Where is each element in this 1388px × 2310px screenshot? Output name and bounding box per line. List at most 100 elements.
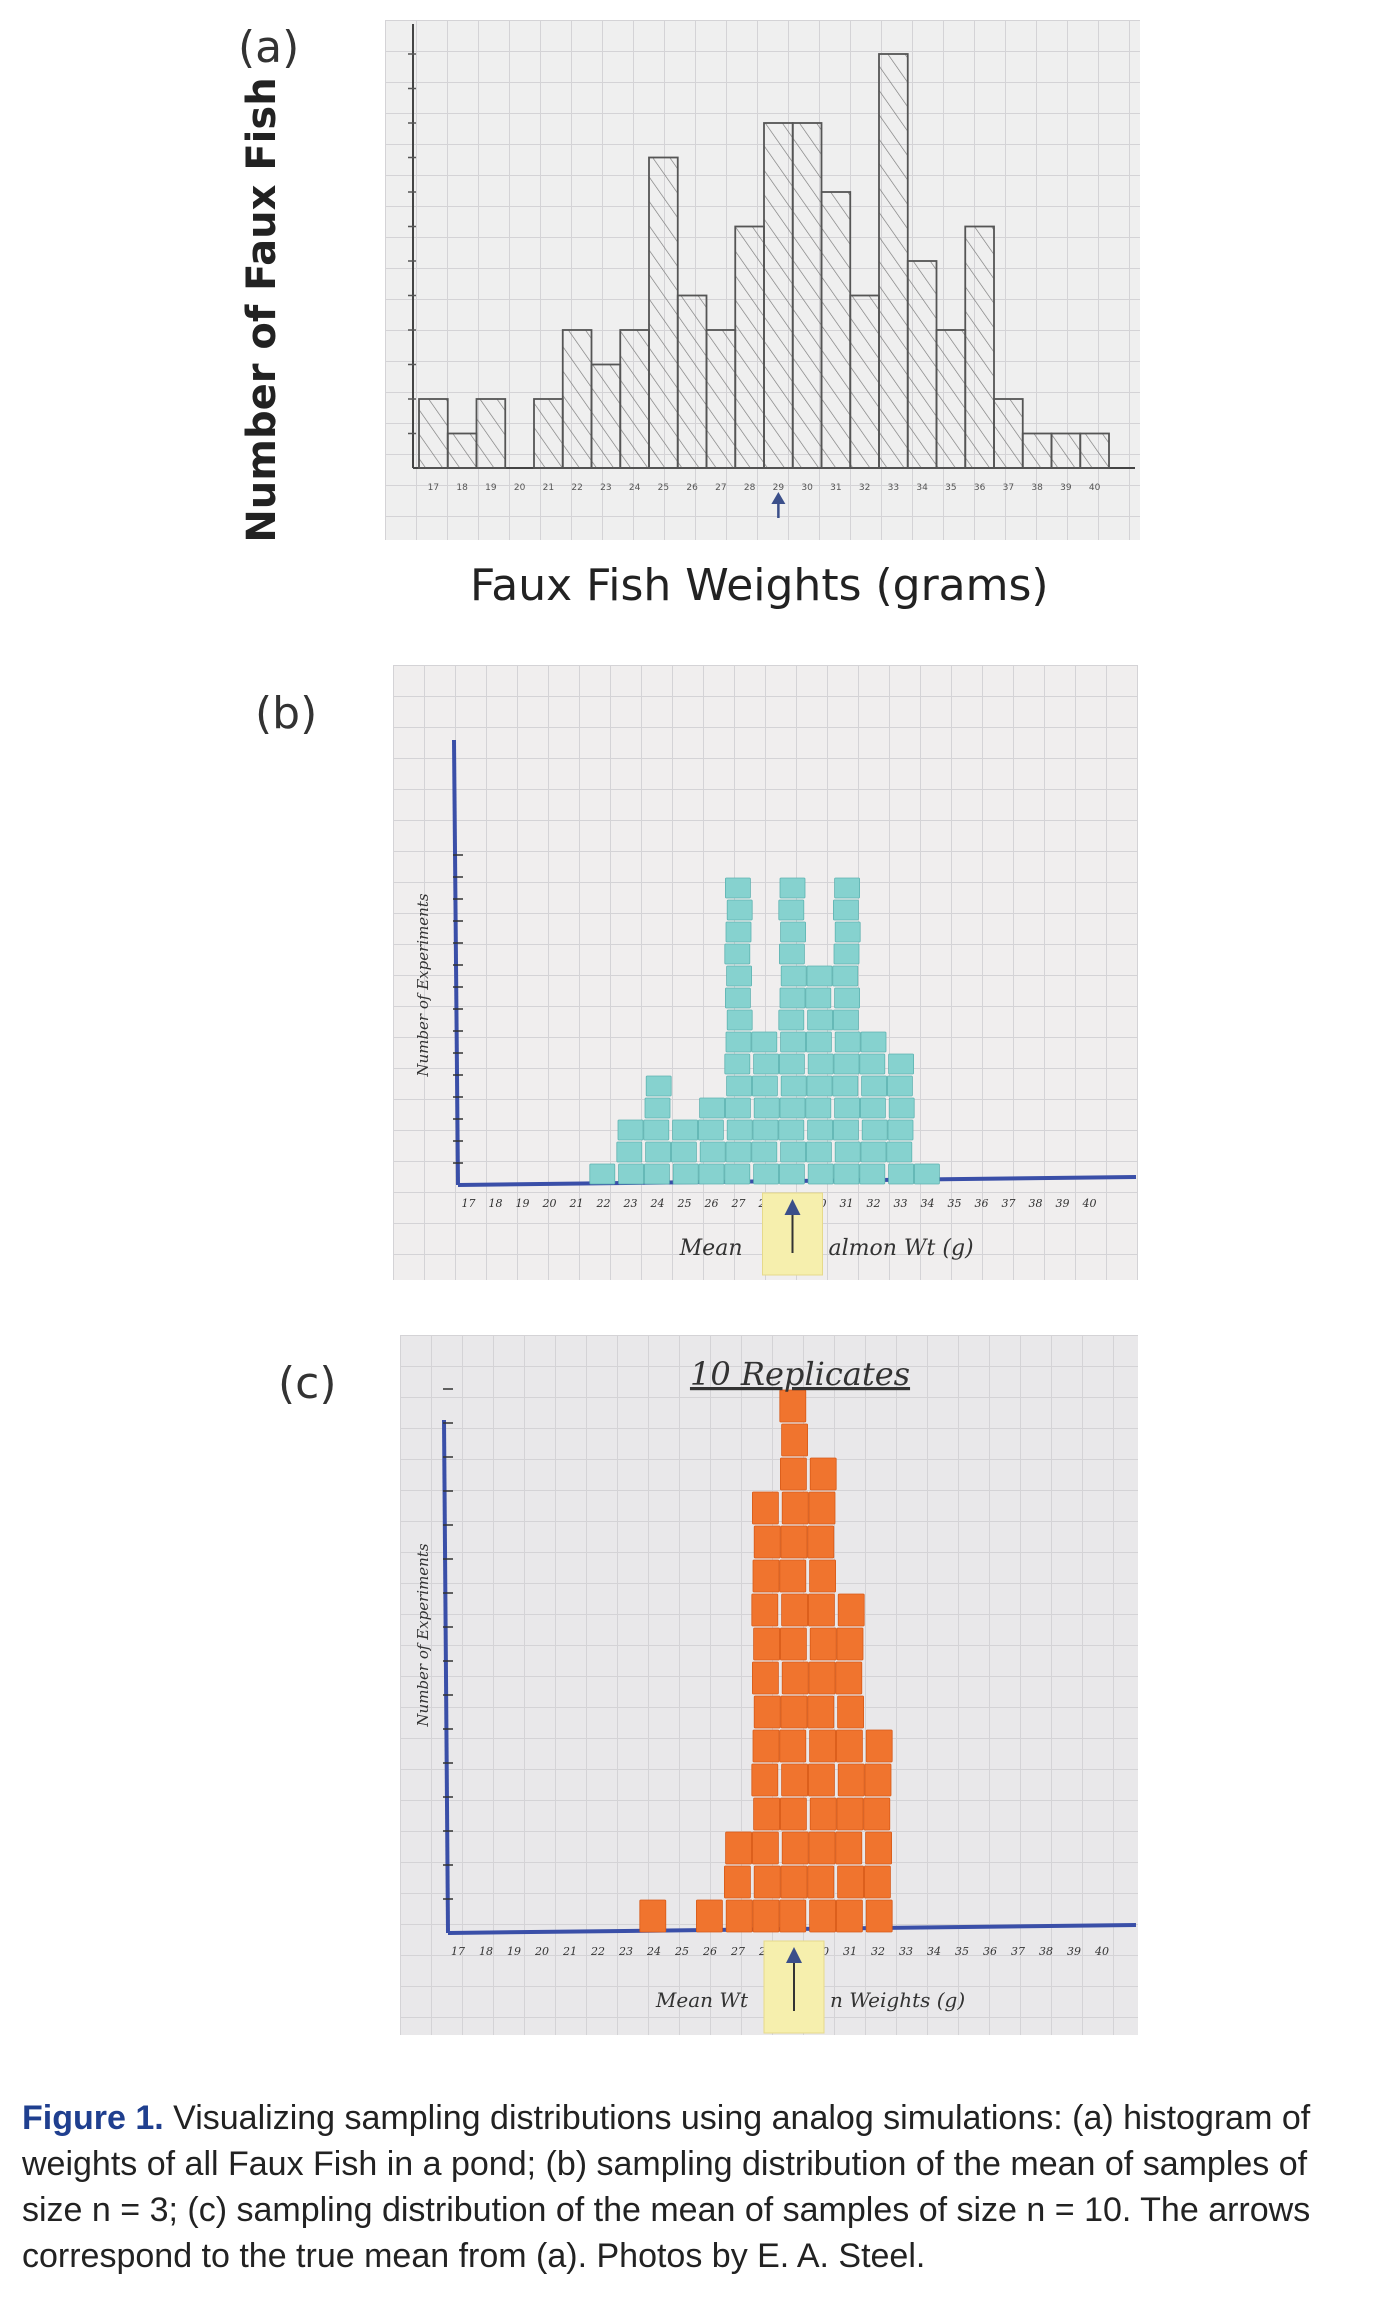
sticky-note [809,1797,837,1831]
sticky-note [834,1141,861,1163]
true-mean-arrow-head [771,492,786,504]
sticky-note [833,943,860,965]
x-tick-label: 34 [921,1197,935,1210]
x-tick-label: 24 [646,1945,661,1958]
sticky-note [778,1119,805,1141]
sticky-note [695,1899,723,1933]
sticky-note [726,1009,753,1031]
sticky-note [753,1163,780,1185]
x-tick-label: 27 [715,483,726,493]
sticky-note [860,1141,887,1163]
histogram-bar [849,294,880,469]
sticky-note [808,1831,836,1865]
x-tick-label: 17 [451,1945,465,1958]
histogram-bar [734,225,765,469]
sticky-note [806,1075,833,1097]
x-tick-label: 36 [975,1197,989,1210]
sticky-note [833,1163,860,1185]
histogram-bar [533,398,564,469]
histogram-bar [590,363,622,469]
x-tick-label: 39 [1060,483,1072,493]
sticky-note [780,965,807,987]
sticky-note [780,1865,808,1899]
sticky-note [834,877,861,899]
sticky-note [672,1163,699,1185]
x-tick-label: 31 [843,1945,857,1958]
sticky-note [616,1141,643,1163]
histogram-bar [561,329,593,469]
sticky-note [781,1491,809,1525]
sticky-note [725,921,752,943]
x-tick-label: 21 [569,1197,584,1210]
sticky-note [861,1075,888,1097]
sticky-note [752,1559,780,1593]
sticky-note [726,965,753,987]
sticky-note [780,1075,807,1097]
sticky-note [639,1899,667,1933]
x-tick-label: 22 [590,1945,605,1958]
sticky-note [888,1163,915,1185]
sticky-note [781,1831,809,1865]
x-tick-label: 32 [867,1197,881,1210]
sticky-note [617,1119,644,1141]
sticky-note [779,877,806,899]
sticky-note [698,1163,725,1185]
x-tick-label: 19 [507,1945,521,1958]
sticky-note [725,1899,753,1933]
sticky-note [779,1457,807,1491]
histogram-bar [705,329,737,469]
sticky-note [860,1031,887,1053]
sticky-note [834,987,861,1009]
x-tick-label: 33 [899,1945,913,1958]
histogram-bar [676,294,708,469]
sticky-note [809,1627,837,1661]
histogram-bar [878,53,909,469]
panel-a-label: (a) [238,22,300,73]
sticky-note [863,1797,891,1831]
sticky-note [832,899,859,921]
x-tick-label: 18 [489,1197,503,1210]
histogram-bar [619,329,650,469]
sticky-note [859,1163,886,1185]
sticky-note [835,1899,863,1933]
sticky-note [805,1097,832,1119]
sticky-note [837,1763,865,1797]
sticky-note [751,1593,779,1627]
sticky-note [779,1729,807,1763]
x-tick-label: 22 [571,483,582,493]
sticky-note [725,1141,752,1163]
sticky-note [805,987,832,1009]
x-tick-label: 20 [542,1197,557,1210]
x-tick-label: 28 [744,483,756,493]
sticky-note [778,899,805,921]
sticky-note [752,1899,780,1933]
x-tick-label: 33 [894,1197,908,1210]
caption-figure-label: Figure 1. [22,2099,164,2137]
sticky-note [751,1075,778,1097]
sticky-note [836,1797,864,1831]
sticky-note [807,1695,835,1729]
sticky-note [778,943,805,965]
sticky-note [865,1729,893,1763]
sticky-note [807,1163,834,1185]
sticky-note [806,965,833,987]
sticky-note [644,1097,671,1119]
histogram-bar [964,225,995,469]
panel-b-photo: Number of Experiments 17 18 19 20 21 22 23 24 25 2… [393,665,1138,1280]
panel-b-label: (b) [255,688,318,739]
sticky-note [807,1525,835,1559]
histogram-bar [1079,432,1110,469]
sticky-note [753,1865,781,1899]
sticky-note [724,1097,751,1119]
sticky-note [780,1525,808,1559]
sticky-note [724,1163,751,1185]
caption-text: Visualizing sampling distributions using… [22,2099,1311,2275]
sticky-note [753,1695,781,1729]
sticky-note [779,1389,807,1423]
x-tick-label: 25 [677,1197,692,1210]
sticky-note [888,1097,915,1119]
x-tick-label: 34 [916,483,928,493]
sticky-note [834,921,861,943]
sticky-note [807,1763,835,1797]
sticky-note [645,1141,672,1163]
